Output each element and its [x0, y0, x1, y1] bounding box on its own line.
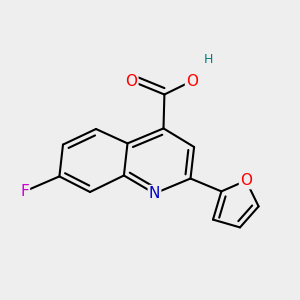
Text: O: O [240, 173, 252, 188]
Text: H: H [204, 53, 213, 66]
Text: O: O [186, 74, 198, 88]
Text: N: N [149, 186, 160, 201]
Text: F: F [20, 184, 29, 199]
Text: O: O [125, 74, 137, 88]
